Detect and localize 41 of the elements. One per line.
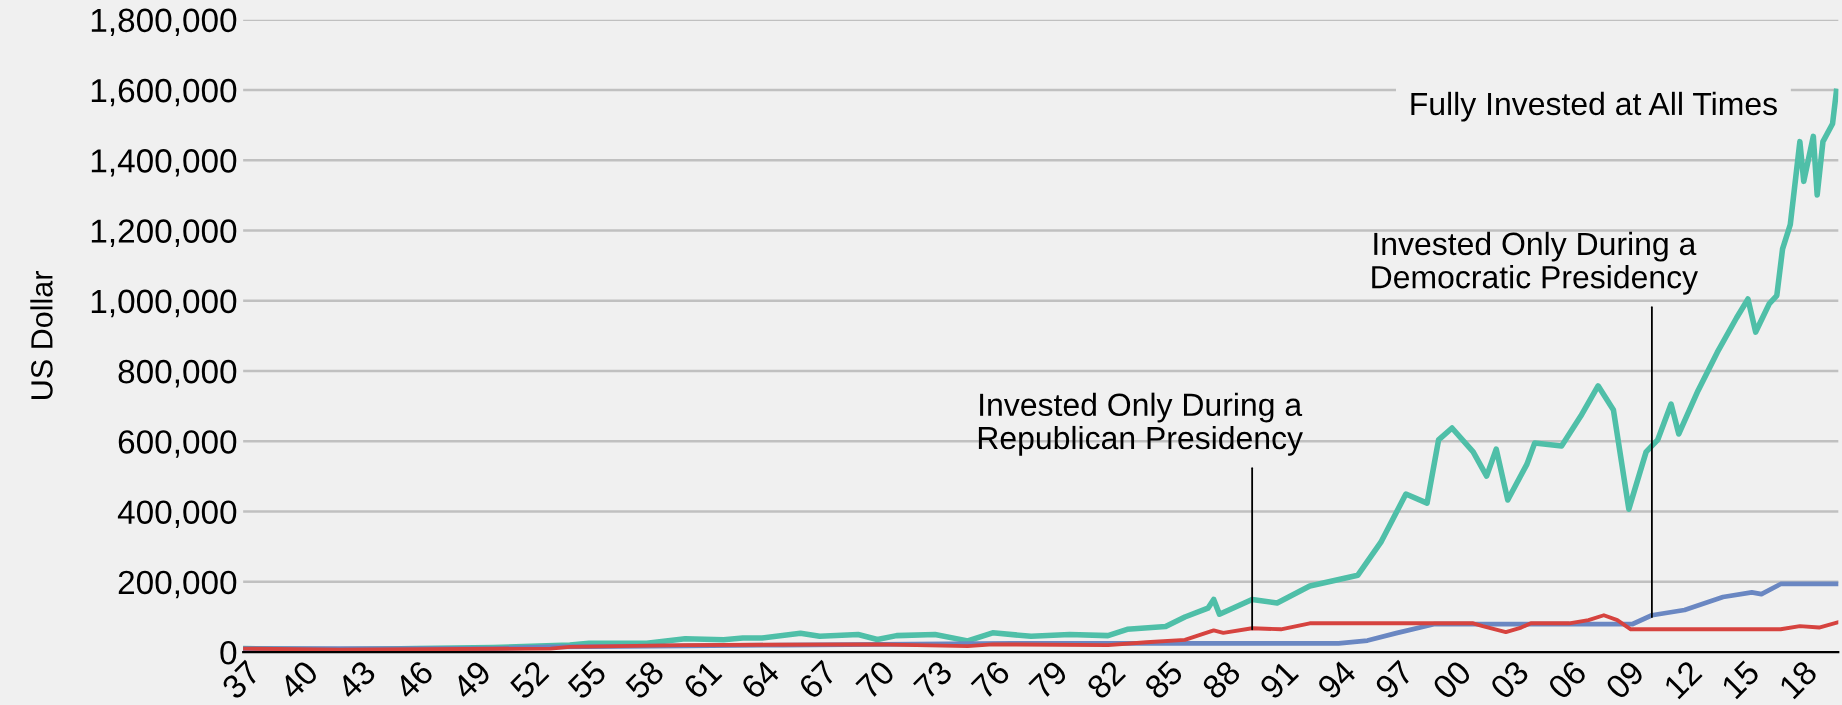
- x-tick-label: 82: [1085, 659, 1127, 701]
- x-tick-label: 94: [1316, 658, 1358, 701]
- y-tick-label: 1,400,000: [91, 149, 237, 177]
- x-tick-label: 03: [1489, 659, 1530, 701]
- x-tick-label: 88: [1200, 659, 1242, 701]
- x-tick-label: 67: [797, 659, 838, 701]
- x-tick-label: 06: [1546, 659, 1588, 701]
- y-tick-label: 200,000: [118, 570, 237, 599]
- x-tick-label: 91: [1258, 659, 1300, 701]
- y-tick-label: 1,000,000: [91, 289, 237, 318]
- annotation: Invested Only During a Republican Presidency: [978, 392, 1303, 456]
- y-tick-label: 800,000: [118, 359, 237, 388]
- x-tick-label: 15: [1720, 659, 1761, 700]
- annotation: Fully Invested at All Times: [1411, 91, 1777, 122]
- x-tick-label: 58: [624, 659, 666, 701]
- x-tick-label: 64: [739, 658, 781, 701]
- x-tick-label: 09: [1604, 659, 1646, 701]
- y-tick-label: 400,000: [117, 500, 237, 528]
- line-series: [243, 613, 1839, 652]
- x-tick-label: 79: [1028, 659, 1069, 700]
- y-tick-label: 1,600,000: [91, 78, 237, 107]
- x-tick-label: 00: [1431, 659, 1473, 701]
- x-tick-label: 70: [855, 659, 896, 700]
- x-tick-label: 97: [1373, 659, 1415, 701]
- annotation: Invested Only During a Democratic Presidency: [1372, 231, 1698, 295]
- x-tick-label: 43: [335, 659, 377, 701]
- x-tick-label: 85: [1143, 659, 1185, 701]
- y-tick-label: 1,800,000: [91, 8, 237, 37]
- x-tick-label: 76: [970, 659, 1012, 700]
- x-tick-label: 55: [566, 659, 608, 701]
- x-tick-label: 49: [450, 659, 493, 701]
- x-tick-label: 12: [1662, 659, 1703, 700]
- x-tick-label: 40: [277, 659, 320, 701]
- y-axis-title: US Dollar: [30, 271, 53, 399]
- x-tick-label: 46: [393, 659, 435, 701]
- y-tick-label: 1,200,000: [91, 219, 237, 247]
- x-tick-label: 18: [1778, 659, 1819, 700]
- y-tick-label: 600,000: [118, 430, 237, 458]
- x-tick-label: 52: [508, 659, 550, 701]
- x-tick-label: 61: [682, 659, 723, 701]
- x-tick-label: 73: [912, 659, 954, 700]
